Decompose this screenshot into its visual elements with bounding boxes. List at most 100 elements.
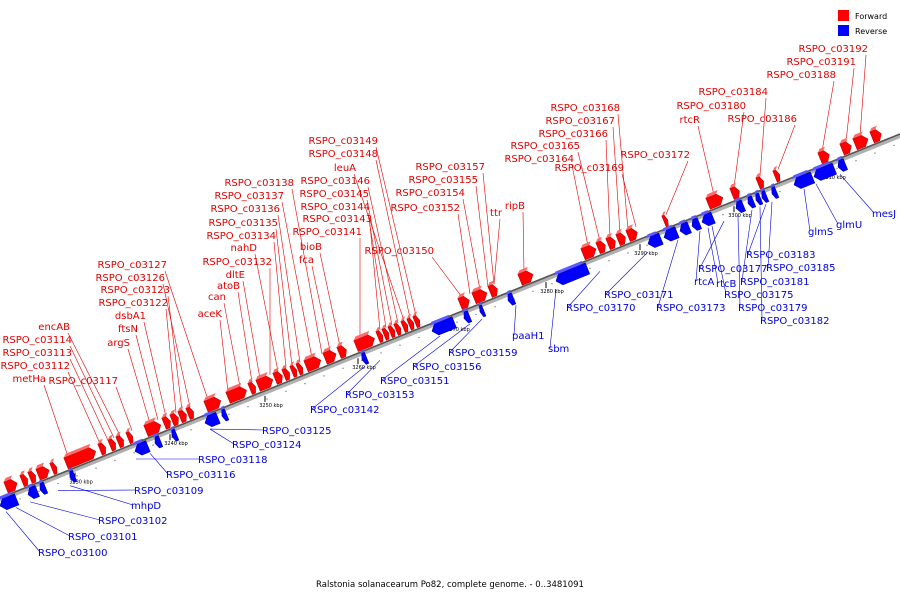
gene-arrow-top	[745, 192, 751, 198]
gene-arrow-top	[677, 219, 685, 226]
forward-gene	[27, 467, 36, 484]
gene-arrow-top	[615, 228, 622, 235]
forward-leader-line	[67, 332, 121, 436]
reverse-gene-label: RSPO_c03124	[232, 440, 302, 451]
reverse-leader-line	[311, 366, 366, 410]
forward-gene	[203, 393, 222, 413]
forward-gene	[406, 313, 415, 331]
gene-arrow-top	[661, 211, 666, 216]
forward-leader-line	[43, 384, 69, 457]
forward-gene	[3, 475, 18, 494]
gene-arrow-top	[553, 260, 583, 276]
reverse-leader-line	[513, 305, 517, 336]
forward-gene	[400, 316, 409, 333]
reverse-leader-line	[346, 360, 381, 395]
forward-gene-label: argS	[107, 338, 130, 349]
reverse-gene	[461, 307, 473, 324]
forward-leader-line	[821, 80, 835, 152]
reverse-leader-line	[839, 174, 875, 214]
forward-leader-line	[69, 358, 109, 441]
reverse-leader-line	[747, 204, 767, 255]
minor-tick	[133, 452, 135, 454]
gene-arrow	[185, 406, 194, 420]
forward-gene-label: ftsN	[118, 324, 138, 335]
reverse-leader-line	[29, 501, 101, 521]
tick-label: 3310 kbp	[822, 175, 846, 181]
gene-arrow	[771, 186, 780, 199]
minor-tick	[266, 398, 268, 400]
reverse-gene-label: RSPO_c03153	[345, 390, 415, 401]
gene-arrow-top	[729, 182, 736, 189]
gene-arrow	[747, 195, 757, 209]
gene-arrow	[281, 367, 290, 382]
gene-arrow-top	[661, 224, 672, 232]
forward-leader-line	[237, 291, 253, 383]
forward-gene	[869, 125, 882, 144]
gene-arrow-top	[412, 311, 418, 317]
forward-gene-label: RSPO_c03165	[510, 141, 580, 152]
reverse-gene-label: RSPO_c03125	[262, 426, 332, 437]
reverse-gene-label: RSPO_c03182	[760, 316, 830, 327]
forward-gene	[63, 443, 96, 470]
forward-leader-line	[164, 270, 209, 400]
gene-arrow-top	[25, 482, 33, 490]
gene-arrow-top	[115, 431, 121, 437]
reverse-gene-label: RSPO_c03173	[656, 303, 726, 314]
reverse-gene-label: RSPO_c03151	[380, 376, 450, 387]
gene-arrow-top	[185, 403, 191, 409]
gene-arrow	[691, 217, 702, 231]
gene-arrow	[555, 262, 591, 286]
forward-leader-line	[275, 228, 293, 366]
reverse-gene-label: glmU	[836, 220, 862, 231]
forward-leader-line	[605, 139, 611, 238]
forward-leader-line	[223, 302, 241, 387]
forward-gene-label: RSPO_c03143	[302, 214, 372, 225]
forward-leader-line	[375, 146, 417, 316]
forward-gene-label: metHa	[13, 374, 46, 385]
gene-arrow	[735, 199, 746, 213]
gene-arrow-top	[272, 367, 279, 374]
gene-arrow	[647, 232, 664, 248]
forward-gene	[412, 311, 421, 329]
gene-arrow-top	[37, 479, 43, 485]
forward-gene	[729, 182, 740, 200]
reverse-leader-line	[69, 485, 134, 506]
forward-leader-line	[522, 211, 525, 273]
forward-leader-line	[462, 198, 481, 290]
forward-gene	[322, 346, 337, 365]
reverse-gene-label: rtcB	[716, 279, 737, 290]
tick-label: 3300 kbp	[728, 213, 752, 219]
forward-leader-line	[167, 295, 183, 411]
forward-leader-line	[67, 371, 101, 444]
gene-arrow-top	[49, 458, 55, 464]
gene-arrow-top	[336, 341, 343, 348]
reverse-gene-label: RSPO_c03183	[746, 250, 816, 261]
forward-gene-label: RSPO_c03114	[2, 335, 72, 346]
gene-arrow-top	[505, 289, 511, 295]
forward-gene	[625, 224, 638, 242]
gene-arrow-top	[219, 405, 225, 411]
forward-gene	[247, 378, 256, 395]
gene-arrow	[247, 381, 256, 395]
gene-features	[0, 125, 882, 510]
gene-arrow-top	[595, 236, 602, 243]
gene-arrow	[431, 316, 457, 336]
gene-arrow-top	[753, 189, 759, 195]
forward-gene	[125, 427, 134, 445]
gene-arrow-top	[202, 410, 213, 418]
gene-arrow-top	[169, 409, 176, 415]
reverse-gene	[745, 192, 757, 209]
gene-arrow	[457, 295, 470, 310]
gene-arrow-top	[400, 316, 406, 322]
forward-gene-label: RSPO_c03164	[504, 154, 574, 165]
gene-arrow-top	[393, 319, 399, 325]
forward-leader-line	[493, 218, 501, 285]
gene-arrow	[755, 176, 764, 190]
gene-arrow-top	[132, 438, 143, 446]
reverse-gene	[733, 197, 746, 213]
gene-arrow	[361, 351, 370, 365]
backbone-line	[0, 133, 900, 499]
tick-label: 3280 kbp	[540, 289, 564, 295]
gene-arrow	[813, 162, 837, 181]
gene-arrow	[125, 431, 134, 445]
